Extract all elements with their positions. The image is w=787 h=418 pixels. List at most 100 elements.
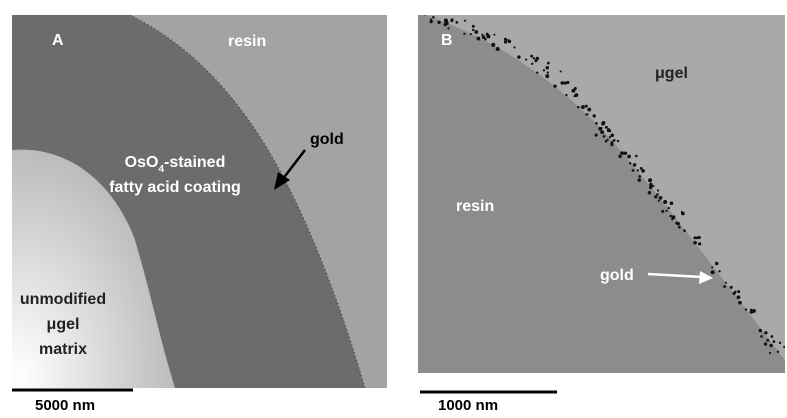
gold-particle [698,242,701,245]
gold-particle [450,18,453,21]
gold-particle [620,151,624,155]
gold-particle [769,352,771,354]
gold-particle [424,13,426,15]
label: resin [456,198,494,215]
gold-particle [745,308,747,310]
gold-particle [545,74,549,78]
gold-particle [659,196,663,200]
gold-particle [617,140,619,142]
gold-particle [444,19,448,23]
gold-particle [476,37,480,41]
gold-particle [759,329,762,332]
gold-particle [629,162,631,164]
gold-particle [668,207,670,209]
scale-label: 1000 nm [438,397,498,413]
gold-particle [732,292,735,295]
panel-label: B [441,32,453,49]
gold-particle [543,69,545,71]
gold-particle [547,71,549,73]
gold-particle [637,169,639,171]
gold-particle [605,140,608,143]
gold-particle [750,310,753,313]
gold-particle [566,81,569,84]
gold-particle [764,342,767,345]
gold-particle [654,195,657,198]
gold-particle [486,33,489,36]
gold-particle [560,81,563,84]
gold-particle [491,43,495,47]
gold-particle [613,139,616,142]
gold-particle [463,33,465,35]
gold-particle [437,21,440,24]
gold-particle [670,201,674,205]
gold-particle [652,185,654,187]
gold-particle [738,301,742,305]
gold-particle [513,46,515,48]
gold-particle [777,351,779,353]
label: μgel [655,65,688,82]
gold-particle [624,152,628,156]
gold-particle [683,229,686,232]
gold-particle [725,282,727,284]
gold-particle [678,226,681,229]
gold-particle [464,20,466,22]
label: matrix [39,341,87,358]
gold-particle [633,163,637,167]
gold-particle [585,114,587,116]
gold-particle [565,94,567,96]
gold-particle [605,126,608,129]
gold-particle [481,34,483,36]
gold-particle [773,340,776,343]
gold-particle [718,270,720,272]
gold-particle [730,286,733,289]
gold-particle [432,16,434,18]
gold-particle [779,342,781,344]
gold-particle [531,63,533,65]
gold-particle [585,105,588,108]
panel-label: A [52,32,64,49]
gold-particle [611,141,613,143]
gold-particle [536,71,538,73]
gold-particle [470,33,472,35]
gold-particle [553,84,556,87]
gold-particle [547,62,550,65]
gold-particle [593,114,596,117]
gold-particle [472,25,475,28]
gold-particle [635,155,638,158]
gold-particle [648,191,651,194]
gold-particle [573,95,575,97]
gold-particle [770,344,773,347]
label-part: OsO [125,154,159,171]
gold-particle [672,215,675,218]
gold-particle [723,285,726,288]
gold-particle [533,57,535,59]
gold-particle [638,175,641,178]
scale-label: 5000 nm [35,397,95,413]
gold-particle [430,18,432,20]
gold-particle [649,186,652,189]
gold-particle [648,178,652,182]
gold-particle [681,211,683,213]
label: unmodified [20,291,106,308]
gold-particle [737,295,741,299]
label: resin [228,33,266,50]
gold-particle [595,134,598,137]
gold-particle [677,222,680,225]
gold-particle [600,127,602,129]
gold-particle [587,108,591,112]
gold-particle [657,189,659,191]
panel-b-image [418,10,785,373]
gold-particle [493,34,495,36]
gold-particle [508,40,511,43]
gold-particle [783,346,785,348]
gold-particle [455,21,458,24]
gold-particle [472,29,474,31]
gold-particle [666,210,668,212]
gold-particle [711,270,715,274]
gold-particle [764,331,767,334]
gold-particle [581,105,585,109]
gold-particle [698,236,701,239]
label: gold [600,267,634,284]
label: fatty acid coating [109,179,241,196]
gold-particle [737,290,740,293]
